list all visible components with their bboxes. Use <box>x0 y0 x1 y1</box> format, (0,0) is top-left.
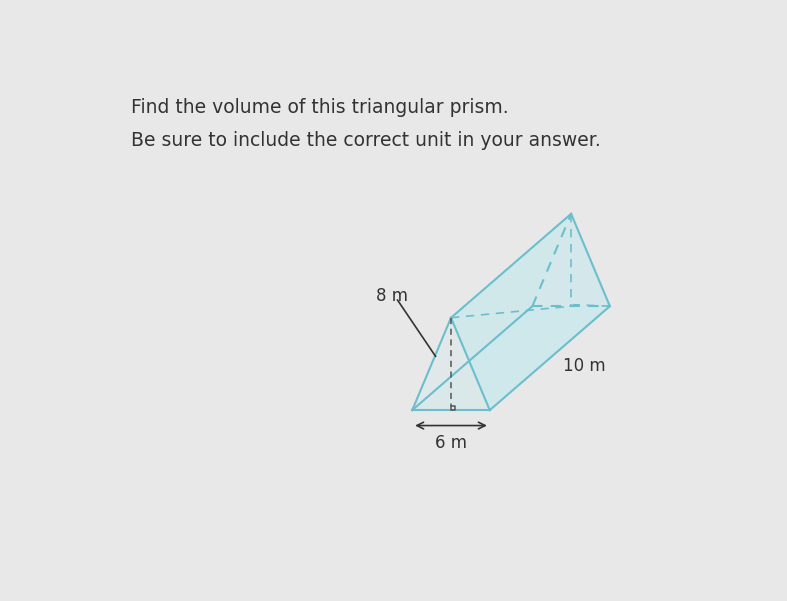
Polygon shape <box>412 214 571 410</box>
Text: 6 m: 6 m <box>435 434 467 452</box>
Polygon shape <box>412 306 610 410</box>
Text: Be sure to include the correct unit in your answer.: Be sure to include the correct unit in y… <box>131 130 600 150</box>
Text: 10 m: 10 m <box>563 357 606 375</box>
Text: 8 m: 8 m <box>376 287 408 305</box>
Polygon shape <box>451 214 610 410</box>
Text: Find the volume of this triangular prism.: Find the volume of this triangular prism… <box>131 97 508 117</box>
